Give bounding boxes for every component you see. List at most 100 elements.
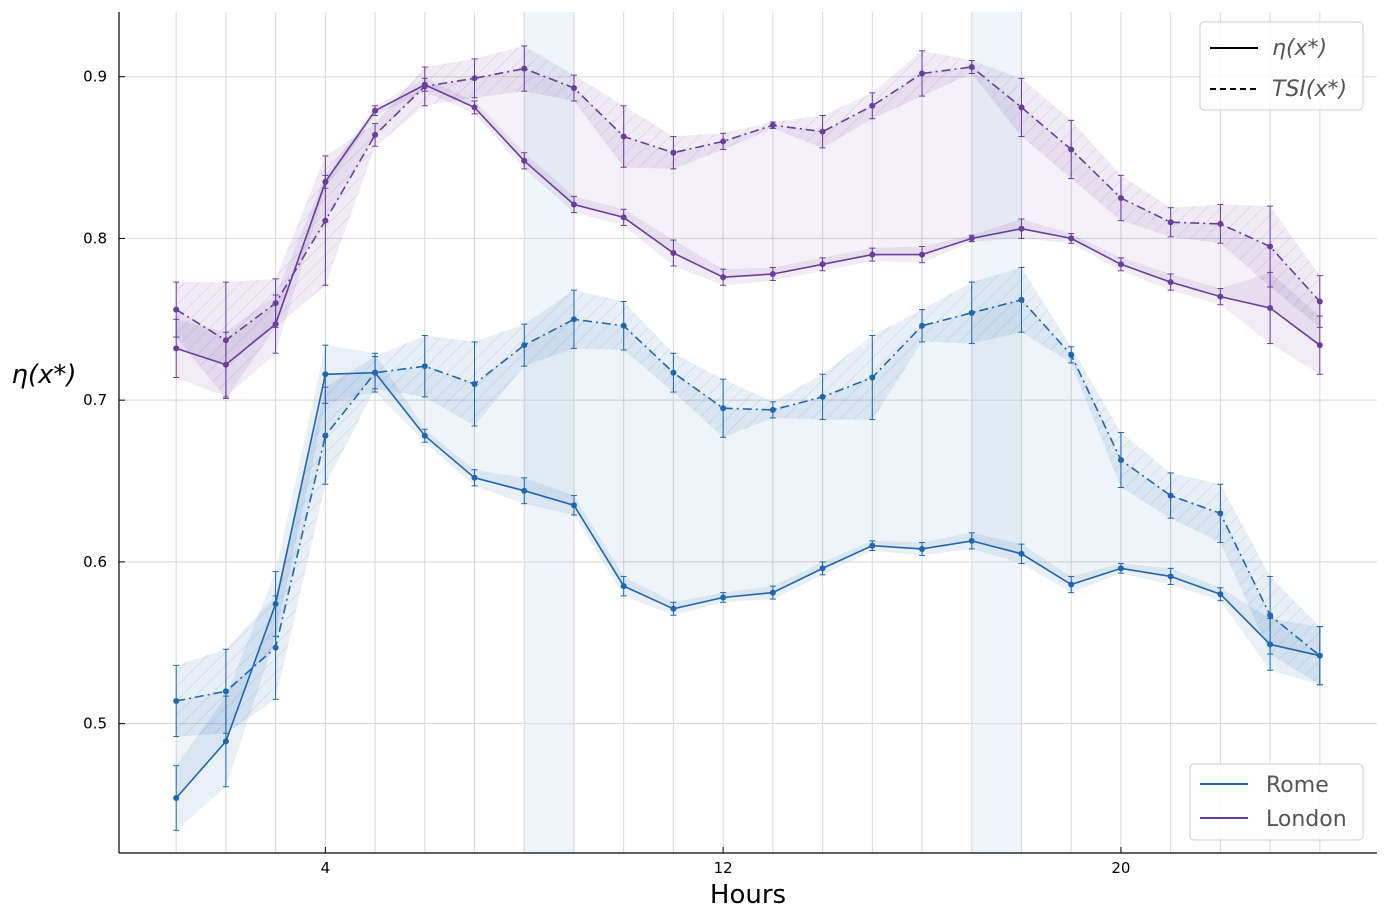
data-point <box>869 251 876 258</box>
data-point <box>322 432 329 439</box>
highlight-band <box>524 12 574 853</box>
legend-label-tsi: TSI(x*) <box>1272 77 1347 102</box>
data-point <box>570 502 577 509</box>
data-point <box>919 251 926 258</box>
series-rome-tsi <box>173 267 1323 738</box>
legend-metric: η(x*) TSI(x*) <box>1199 21 1364 111</box>
series-line-london-tsi <box>175 66 1321 342</box>
data-point <box>1217 510 1224 517</box>
data-point <box>1316 298 1323 305</box>
data-point <box>570 201 577 208</box>
error-band-hatch-rome-tsi <box>176 267 1320 737</box>
data-point <box>919 322 926 329</box>
data-point <box>421 432 428 439</box>
data-point <box>421 363 428 370</box>
data-point <box>769 406 776 413</box>
data-point <box>1267 243 1274 250</box>
data-point <box>1217 591 1224 598</box>
data-point <box>521 342 528 349</box>
error-band-hatch-london-tsi <box>176 46 1320 399</box>
data-point <box>570 85 577 92</box>
data-point <box>720 274 727 281</box>
data-point <box>1167 573 1174 580</box>
x-axis-title: Hours <box>710 880 786 907</box>
data-point <box>620 322 627 329</box>
data-point <box>521 65 528 72</box>
data-point <box>1217 220 1224 227</box>
data-point <box>1018 104 1025 111</box>
data-point <box>670 605 677 612</box>
data-point <box>1117 261 1124 268</box>
y-tick-label: 0.8 <box>83 229 107 247</box>
data-point <box>819 393 826 400</box>
data-point <box>471 380 478 387</box>
data-point <box>521 157 528 164</box>
data-point <box>372 107 379 114</box>
y-tick-label: 0.7 <box>83 391 107 409</box>
data-point <box>1167 492 1174 499</box>
x-tick-label: 12 <box>714 859 733 877</box>
data-point <box>222 337 229 344</box>
data-point <box>521 487 528 494</box>
series-line-rome-eta <box>175 371 1320 799</box>
data-point <box>322 371 329 378</box>
data-point <box>1267 304 1274 311</box>
data-point <box>720 594 727 601</box>
data-point <box>1018 296 1025 303</box>
data-point <box>769 589 776 596</box>
data-point <box>819 261 826 268</box>
data-point <box>670 369 677 376</box>
highlight-bands <box>524 12 1022 853</box>
data-point <box>471 75 478 82</box>
axes <box>118 12 1377 854</box>
y-tick-label: 0.6 <box>83 553 107 571</box>
data-point <box>1316 342 1323 349</box>
y-axis-title: η(x*) <box>11 360 76 390</box>
data-point <box>173 795 180 802</box>
series-line-london-eta <box>175 83 1321 366</box>
data-point <box>222 738 229 745</box>
data-point <box>173 345 180 352</box>
data-point <box>968 235 975 242</box>
legend-label-eta: η(x*) <box>1272 36 1327 61</box>
data-point <box>620 214 627 221</box>
data-point <box>670 249 677 256</box>
data-point <box>1068 146 1075 153</box>
data-point <box>919 70 926 77</box>
data-point <box>819 128 826 135</box>
data-point <box>272 644 279 651</box>
data-point <box>769 271 776 278</box>
data-point <box>570 316 577 323</box>
y-tick-label: 0.9 <box>83 68 107 86</box>
between-region-rome <box>176 299 1320 798</box>
data-point <box>1018 550 1025 557</box>
data-point <box>1068 581 1075 588</box>
series-london-tsi <box>173 45 1323 400</box>
data-point <box>1117 456 1124 463</box>
data-point <box>869 102 876 109</box>
data-point <box>1117 194 1124 201</box>
data-point <box>1316 652 1323 659</box>
x-tick-label: 4 <box>321 859 331 877</box>
data-point <box>968 63 975 70</box>
y-tick-label: 0.5 <box>83 715 107 733</box>
data-point <box>819 565 826 572</box>
data-point <box>421 83 428 90</box>
data-point <box>620 133 627 140</box>
legend-city: Rome London <box>1189 763 1364 841</box>
legend-label-london: London <box>1266 807 1347 832</box>
data-point <box>173 306 180 313</box>
data-point <box>720 138 727 145</box>
data-point <box>222 688 229 695</box>
data-point <box>1167 219 1174 226</box>
data-point <box>1068 351 1075 358</box>
data-point <box>1068 235 1075 242</box>
data-point <box>1267 612 1274 619</box>
data-point <box>769 122 776 129</box>
data-point <box>471 104 478 111</box>
x-tick-label: 20 <box>1111 859 1130 877</box>
data-point <box>1217 293 1224 300</box>
tick-labels: 0.5 0.6 0.7 0.8 0.9 4 12 20 <box>83 68 1130 877</box>
series-fills <box>176 46 1320 831</box>
